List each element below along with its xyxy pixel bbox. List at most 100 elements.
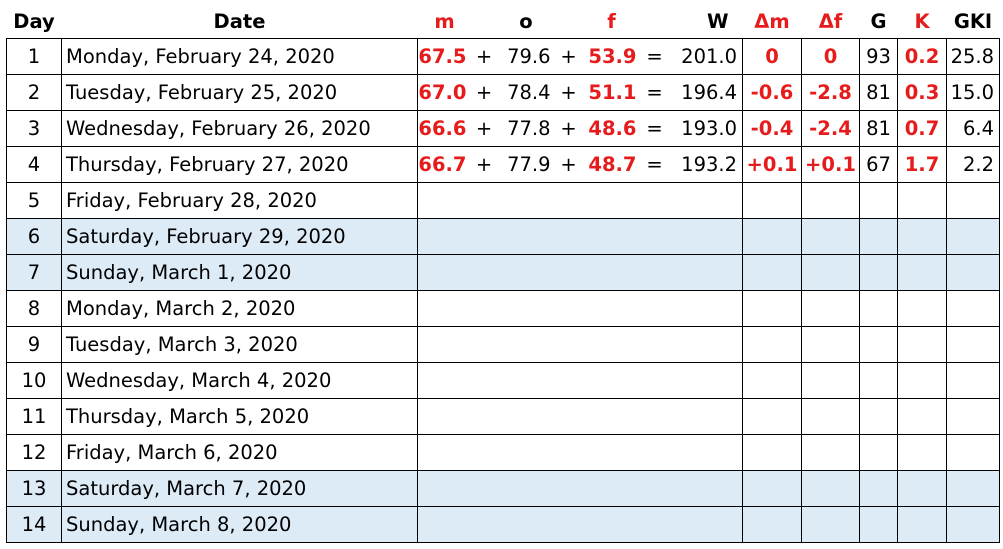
k-cell[interactable]: [897, 182, 947, 219]
o-cell[interactable]: [496, 290, 556, 327]
df-cell[interactable]: [801, 398, 860, 435]
gki-cell[interactable]: [946, 434, 1000, 471]
equals-operator[interactable]: =: [641, 38, 668, 75]
plus-operator[interactable]: +: [471, 110, 497, 147]
gki-cell[interactable]: [946, 254, 1000, 291]
g-cell[interactable]: [859, 290, 898, 327]
day-cell[interactable]: 13: [6, 470, 62, 507]
gki-cell[interactable]: 2.2: [946, 146, 1000, 183]
gki-cell[interactable]: [946, 218, 1000, 255]
f-cell[interactable]: [581, 290, 642, 327]
equals-operator[interactable]: [641, 398, 668, 435]
plus-operator[interactable]: [555, 254, 582, 291]
m-cell[interactable]: [417, 290, 472, 327]
plus-operator[interactable]: +: [471, 146, 497, 183]
day-cell[interactable]: 11: [6, 398, 62, 435]
gki-cell[interactable]: [946, 290, 1000, 327]
m-cell[interactable]: 67.0: [417, 74, 472, 111]
g-cell[interactable]: 81: [859, 74, 898, 111]
g-cell[interactable]: 81: [859, 110, 898, 147]
plus-operator[interactable]: [471, 326, 497, 363]
k-cell[interactable]: 1.7: [897, 146, 947, 183]
g-cell[interactable]: [859, 434, 898, 471]
f-cell[interactable]: [581, 434, 642, 471]
plus-operator[interactable]: +: [471, 38, 497, 75]
f-cell[interactable]: [581, 254, 642, 291]
df-cell[interactable]: [801, 290, 860, 327]
df-cell[interactable]: [801, 362, 860, 399]
equals-operator[interactable]: =: [641, 146, 668, 183]
m-cell[interactable]: [417, 398, 472, 435]
f-cell[interactable]: [581, 362, 642, 399]
w-cell[interactable]: [667, 182, 743, 219]
w-cell[interactable]: 201.0: [667, 38, 743, 75]
o-cell[interactable]: 79.6: [496, 38, 556, 75]
equals-operator[interactable]: [641, 362, 668, 399]
day-cell[interactable]: 14: [6, 506, 62, 543]
plus-operator[interactable]: [555, 506, 582, 543]
k-cell[interactable]: [897, 290, 947, 327]
m-cell[interactable]: [417, 218, 472, 255]
df-cell[interactable]: 0: [801, 38, 860, 75]
w-cell[interactable]: [667, 218, 743, 255]
plus-operator[interactable]: [471, 182, 497, 219]
plus-operator[interactable]: [555, 326, 582, 363]
g-cell[interactable]: [859, 506, 898, 543]
day-cell[interactable]: 10: [6, 362, 62, 399]
day-cell[interactable]: 12: [6, 434, 62, 471]
m-cell[interactable]: [417, 362, 472, 399]
plus-operator[interactable]: [471, 362, 497, 399]
gki-cell[interactable]: [946, 506, 1000, 543]
w-cell[interactable]: [667, 254, 743, 291]
f-cell[interactable]: 48.6: [581, 110, 642, 147]
plus-operator[interactable]: [471, 506, 497, 543]
plus-operator[interactable]: [555, 290, 582, 327]
w-cell[interactable]: [667, 434, 743, 471]
day-cell[interactable]: 6: [6, 218, 62, 255]
df-cell[interactable]: +0.1: [801, 146, 860, 183]
o-cell[interactable]: [496, 398, 556, 435]
o-cell[interactable]: 77.8: [496, 110, 556, 147]
plus-operator[interactable]: [471, 470, 497, 507]
plus-operator[interactable]: [471, 398, 497, 435]
dm-cell[interactable]: [742, 434, 802, 471]
day-cell[interactable]: 2: [6, 74, 62, 111]
dm-cell[interactable]: [742, 290, 802, 327]
date-cell[interactable]: Thursday, March 5, 2020: [61, 398, 418, 435]
date-cell[interactable]: Wednesday, March 4, 2020: [61, 362, 418, 399]
m-cell[interactable]: [417, 326, 472, 363]
gki-cell[interactable]: [946, 326, 1000, 363]
dm-cell[interactable]: +0.1: [742, 146, 802, 183]
k-cell[interactable]: 0.7: [897, 110, 947, 147]
df-cell[interactable]: [801, 182, 860, 219]
k-cell[interactable]: [897, 506, 947, 543]
date-cell[interactable]: Friday, March 6, 2020: [61, 434, 418, 471]
g-cell[interactable]: [859, 182, 898, 219]
dm-cell[interactable]: -0.4: [742, 110, 802, 147]
w-cell[interactable]: 196.4: [667, 74, 743, 111]
plus-operator[interactable]: [555, 398, 582, 435]
dm-cell[interactable]: [742, 182, 802, 219]
date-cell[interactable]: Wednesday, February 26, 2020: [61, 110, 418, 147]
day-cell[interactable]: 1: [6, 38, 62, 75]
m-cell[interactable]: 66.6: [417, 110, 472, 147]
equals-operator[interactable]: =: [641, 74, 668, 111]
dm-cell[interactable]: [742, 398, 802, 435]
w-cell[interactable]: [667, 326, 743, 363]
w-cell[interactable]: [667, 506, 743, 543]
w-cell[interactable]: [667, 362, 743, 399]
df-cell[interactable]: [801, 470, 860, 507]
f-cell[interactable]: [581, 470, 642, 507]
df-cell[interactable]: [801, 506, 860, 543]
dm-cell[interactable]: [742, 326, 802, 363]
plus-operator[interactable]: +: [555, 110, 582, 147]
plus-operator[interactable]: [471, 254, 497, 291]
k-cell[interactable]: [897, 362, 947, 399]
gki-cell[interactable]: [946, 470, 1000, 507]
date-cell[interactable]: Saturday, March 7, 2020: [61, 470, 418, 507]
plus-operator[interactable]: [555, 470, 582, 507]
g-cell[interactable]: [859, 218, 898, 255]
day-cell[interactable]: 7: [6, 254, 62, 291]
equals-operator[interactable]: [641, 506, 668, 543]
k-cell[interactable]: [897, 254, 947, 291]
